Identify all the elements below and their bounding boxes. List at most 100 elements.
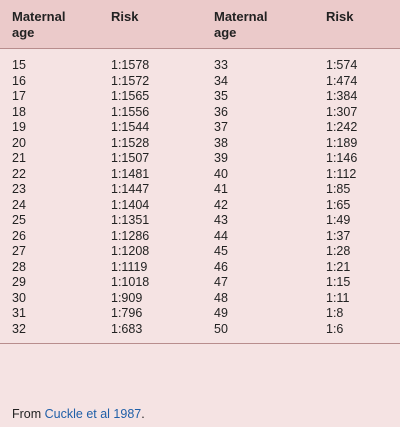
maternal-age-right-cell: 34 [214,73,228,88]
risk-left-cell: 1:1351 [111,213,150,227]
risk-left-cell: 1:1556 [111,104,150,119]
risk-left-cell: 1:1018 [111,275,150,289]
maternal-age-left-cell: 24 [12,197,26,212]
risk-right-cell: 1:6 [326,321,344,336]
header-maternal-age-left-line-1: Maternal [12,9,66,24]
risk-right-cell: 1:15 [326,275,351,289]
risk-right-cell: 1:574 [326,58,358,72]
maternal-age-right-cell: 47 [214,275,228,289]
citation-link[interactable]: Cuckle et al 1987 [44,407,142,421]
table-row: 27 1:1208 45 1:28 [0,244,400,260]
risk-right-cell: 1:242 [326,120,358,134]
table-row: 29 1:1018 47 1:15 [0,275,400,291]
maternal-age-left-cell: 31 [12,306,26,320]
maternal-age-left-cell: 17 [12,89,26,103]
maternal-age-right-cell: 35 [214,89,228,103]
table-row: 30 1:909 48 1:11 [0,291,400,307]
risk-right-cell: 1:85 [326,182,351,196]
maternal-age-right-cell: 44 [214,228,228,243]
maternal-age-left-cell: 25 [12,213,26,227]
maternal-age-right-cell: 50 [214,321,228,336]
risk-right-cell: 1:11 [326,290,350,305]
maternal-age-left-cell: 18 [12,104,26,119]
maternal-age-right-cell: 45 [214,244,228,258]
risk-left-cell: 1:1507 [111,151,150,165]
risk-right-cell: 1:49 [326,213,351,227]
footnote-suffix: . [141,407,145,421]
source-footnote: From Cuckle et al 1987. [12,407,145,422]
risk-left-cell: 1:1119 [111,259,148,274]
risk-left-cell: 1:1208 [111,244,150,258]
maternal-age-right-cell: 36 [214,104,228,119]
table-row: 28 1:1119 46 1:21 [0,260,400,276]
maternal-age-right-cell: 40 [214,166,228,181]
table-row: 17 1:1565 35 1:384 [0,89,400,105]
risk-left-cell: 1:683 [111,321,143,336]
table-row: 15 1:1578 33 1:574 [0,49,400,74]
table-row: 22 1:1481 40 1:112 [0,167,400,183]
maternal-age-right-cell: 38 [214,135,228,150]
risk-table-container: Maternal age Risk Maternal age Risk 15 1:… [0,0,400,344]
maternal-age-left-cell: 21 [12,151,26,165]
maternal-age-right-cell: 37 [214,120,228,134]
maternal-age-left-cell: 15 [12,58,26,72]
table-row: 26 1:1286 44 1:37 [0,229,400,245]
table-row: 25 1:1351 43 1:49 [0,213,400,229]
table-row: 19 1:1544 37 1:242 [0,120,400,136]
risk-right-cell: 1:307 [326,104,358,119]
risk-right-cell: 1:474 [326,73,358,88]
risk-right-cell: 1:21 [326,259,351,274]
table-row: 16 1:1572 34 1:474 [0,74,400,90]
maternal-age-left-cell: 30 [12,290,26,305]
maternal-age-left-cell: 26 [12,228,26,243]
risk-left-cell: 1:1565 [111,89,150,103]
table-row: 18 1:1556 36 1:307 [0,105,400,121]
header-risk-left: Risk [111,0,214,49]
table-row: 24 1:1404 42 1:65 [0,198,400,214]
header-maternal-age-right: Maternal age [214,0,326,49]
table-bottom-rule [0,343,400,344]
maternal-age-left-cell: 23 [12,182,26,196]
maternal-age-right-cell: 43 [214,213,228,227]
risk-right-cell: 1:189 [326,135,358,150]
maternal-age-right-cell: 33 [214,58,228,72]
table-row: 21 1:1507 39 1:146 [0,151,400,167]
table-header-row: Maternal age Risk Maternal age Risk [0,0,400,49]
risk-left-cell: 1:796 [111,306,143,320]
table-row: 20 1:1528 38 1:189 [0,136,400,152]
maternal-age-right-cell: 48 [214,290,228,305]
risk-left-cell: 1:1286 [111,228,150,243]
risk-right-cell: 1:65 [326,197,351,212]
footnote-prefix: From [12,407,45,421]
maternal-age-right-cell: 46 [214,259,228,274]
risk-right-cell: 1:8 [326,306,344,320]
maternal-age-left-cell: 28 [12,259,26,274]
risk-right-cell: 1:146 [326,151,358,165]
header-risk-right: Risk [326,0,400,49]
risk-left-cell: 1:909 [111,290,143,305]
risk-left-cell: 1:1528 [111,135,150,150]
maternal-age-left-cell: 16 [12,73,26,88]
maternal-age-right-cell: 42 [214,197,228,212]
maternal-age-left-cell: 27 [12,244,26,258]
header-maternal-age-left: Maternal age [0,0,111,49]
risk-right-cell: 1:112 [326,166,357,181]
maternal-age-left-cell: 29 [12,275,26,289]
maternal-age-right-cell: 39 [214,151,228,165]
risk-left-cell: 1:1447 [111,182,150,196]
maternal-age-right-cell: 49 [214,306,228,320]
risk-right-cell: 1:384 [326,89,358,103]
maternal-age-risk-table: Maternal age Risk Maternal age Risk 15 1:… [0,0,400,344]
table-row: 32 1:683 50 1:6 [0,322,400,344]
maternal-age-left-cell: 19 [12,120,26,134]
table-body: 15 1:1578 33 1:574 16 1:1572 34 1:474 17 1:1565 35… [0,49,400,344]
risk-right-cell: 1:37 [326,228,351,243]
header-maternal-age-right-line-1: Maternal [214,9,268,24]
maternal-age-left-cell: 22 [12,166,26,181]
risk-left-cell: 1:1572 [111,73,150,88]
risk-left-cell: 1:1544 [111,120,150,134]
risk-left-cell: 1:1578 [111,58,150,72]
table-row: 31 1:796 49 1:8 [0,306,400,322]
maternal-age-left-cell: 20 [12,135,26,150]
maternal-age-left-cell: 32 [12,321,26,336]
